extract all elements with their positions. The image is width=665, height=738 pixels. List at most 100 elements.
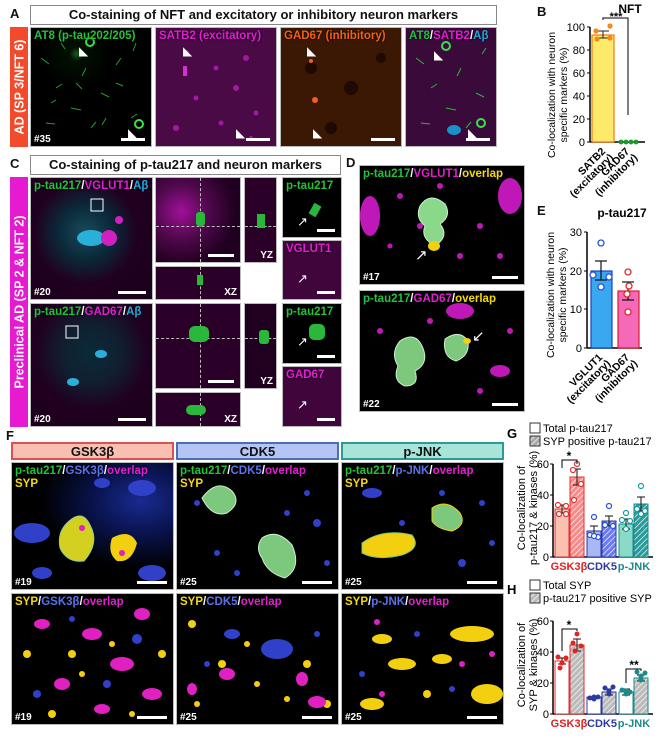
scale-bar xyxy=(121,138,145,141)
arrow-icon: ↗ xyxy=(415,247,428,264)
panel-f-gsk3b-ptau217-render: p-tau217/GSK3β/overlap SYP #19 xyxy=(11,462,174,590)
scale-bar xyxy=(492,403,518,406)
svg-text:Co-localization with neuron: Co-localization with neuron xyxy=(546,32,558,158)
image-label: VGLUT1 xyxy=(286,243,332,255)
svg-text:Total SYP: Total SYP xyxy=(543,580,591,592)
syp-label: SYP xyxy=(345,478,369,490)
svg-text:*: * xyxy=(567,618,572,632)
svg-text:40: 40 xyxy=(573,91,585,103)
svg-text:SYP positive p-tau217: SYP positive p-tau217 xyxy=(543,436,652,448)
svg-text:**: ** xyxy=(629,658,639,672)
arrowhead-icon: ◣ xyxy=(183,44,193,58)
arrow-icon: ↗ xyxy=(297,214,308,229)
svg-text:60: 60 xyxy=(573,68,585,80)
case-number: #25 xyxy=(345,577,362,588)
image-label: p-tau217/p-JNK/overlap xyxy=(345,465,474,477)
panel-c-row1-yz: YZ xyxy=(244,177,277,263)
case-number: #25 xyxy=(180,577,197,588)
panel-f-cdk5-syp-render: SYP/CDK5/overlap #25 xyxy=(176,593,339,725)
svg-text:GSK3β: GSK3β xyxy=(551,718,588,730)
arrow-icon: ↙ xyxy=(472,328,485,345)
panel-label-f: F xyxy=(6,428,14,443)
panel-a-side-label: AD (SP 3/NFT 6) xyxy=(10,27,28,147)
image-label: SYP/p-JNK/overlap xyxy=(345,596,450,608)
image-label: AT8/SATB2/Aβ xyxy=(409,30,489,42)
svg-text:Co-localization with neuron: Co-localization with neuron xyxy=(545,232,557,358)
svg-text:p-tau217: p-tau217 xyxy=(597,206,647,220)
svg-text:specific markers (%): specific markers (%) xyxy=(557,247,569,342)
panel-a-image-gad67: GAD67 (inhibitory) ◣ ◣ xyxy=(280,27,402,147)
panel-c-row2-inset-ptau217: p-tau217 ↗ xyxy=(282,303,342,364)
case-number: #22 xyxy=(363,399,380,410)
image-label: p-tau217/VGLUT1/overlap xyxy=(363,168,503,180)
svg-text:20: 20 xyxy=(570,266,582,278)
panel-c-row2-inset-gad67: GAD67 ↗ xyxy=(282,366,342,427)
image-label: SATB2 (excitatory) xyxy=(159,30,262,42)
svg-text:p-tau217 & kinases (%): p-tau217 & kinases (%) xyxy=(528,451,540,565)
panel-c-row1-main-image: p-tau217/VGLUT1/Aβ #20 xyxy=(30,177,153,300)
yz-label: YZ xyxy=(260,250,273,261)
image-label: p-tau217/VGLUT1/Aβ xyxy=(34,180,149,192)
panel-f-cdk5-ptau217-render: p-tau217/CDK5/overlap SYP #25 xyxy=(176,462,339,590)
panel-a-image-satb2: SATB2 (excitatory) ◣ ◣ xyxy=(155,27,277,147)
panel-d-vglut1-render: p-tau217/VGLUT1/overlap ↗ #17 xyxy=(359,165,525,285)
arrow-icon: ↗ xyxy=(297,271,308,286)
panel-a-image-at8: AT8 (p-tau202/205) ◣ ◣ #35 xyxy=(30,27,152,147)
panel-label-a: A xyxy=(10,6,20,21)
scale-bar xyxy=(137,581,167,584)
scale-bar xyxy=(466,138,490,141)
image-label: p-tau217/CDK5/overlap xyxy=(180,465,306,477)
case-number: #20 xyxy=(34,287,51,298)
arrowhead-icon: ◣ xyxy=(79,44,89,58)
svg-text:Co-localization of: Co-localization of xyxy=(516,465,528,550)
svg-text:p-JNK: p-JNK xyxy=(618,718,650,730)
case-number: #25 xyxy=(180,712,197,723)
arrow-icon: ↗ xyxy=(297,334,308,349)
chart-e: p-tau217 Co-localization with neuron spe… xyxy=(530,200,665,415)
scale-bar xyxy=(371,138,395,141)
image-label: AT8 (p-tau202/205) xyxy=(34,30,136,42)
scale-bar xyxy=(208,254,234,257)
panel-c-row1-inset-ptau217: p-tau217 ↗ xyxy=(282,177,342,238)
panel-c-title: Co-staining of p-tau217 and neuron marke… xyxy=(30,155,341,175)
scale-bar xyxy=(208,380,234,383)
scale-bar xyxy=(467,716,497,719)
image-label: GAD67 xyxy=(286,369,325,381)
case-number: #20 xyxy=(34,414,51,425)
svg-text:***: *** xyxy=(610,11,624,23)
scale-bar xyxy=(317,291,335,294)
arrowhead-icon: ◣ xyxy=(313,126,323,140)
scale-bar xyxy=(137,716,167,719)
svg-text:10: 10 xyxy=(570,304,582,316)
svg-text:0: 0 xyxy=(543,709,549,721)
svg-text:0: 0 xyxy=(576,343,582,355)
kinase-header-gsk3b: GSK3β xyxy=(11,442,174,460)
case-number: #19 xyxy=(15,577,32,588)
arrowhead-icon: ◣ xyxy=(307,44,317,58)
image-label: SYP/CDK5/overlap xyxy=(180,596,282,608)
image-label: p-tau217/GSK3β/overlap xyxy=(15,465,148,477)
image-label: SYP/GSK3β/overlap xyxy=(15,596,124,608)
arrowhead-icon: ◣ xyxy=(468,126,478,140)
kinase-header-cdk5: CDK5 xyxy=(176,442,339,460)
yz-label: YZ xyxy=(260,376,273,387)
svg-text:G: G xyxy=(507,426,517,441)
case-number: #25 xyxy=(345,712,362,723)
xz-label: XZ xyxy=(224,287,237,298)
xz-label: XZ xyxy=(224,414,237,425)
svg-text:40: 40 xyxy=(537,647,549,659)
panel-c-row1-xz: XZ xyxy=(155,266,241,300)
svg-text:0: 0 xyxy=(543,552,549,564)
panel-c-row1-zoom-xy xyxy=(155,177,241,263)
svg-text:p-tau217 positive SYP: p-tau217 positive SYP xyxy=(543,593,652,605)
scale-bar xyxy=(118,418,146,421)
arrowhead-icon: ◣ xyxy=(128,126,138,140)
image-label: p-tau217/GAD67/overlap xyxy=(363,293,496,305)
image-label: p-tau217 xyxy=(286,306,334,318)
svg-text:80: 80 xyxy=(573,45,585,57)
image-label: p-tau217/GAD67/Aβ xyxy=(34,306,142,318)
panel-c-row2-yz: YZ xyxy=(244,303,277,389)
panel-a-image-merge: AT8/SATB2/Aβ ◣ ◣ xyxy=(405,27,497,147)
svg-text:60: 60 xyxy=(537,459,549,471)
svg-text:40: 40 xyxy=(537,490,549,502)
